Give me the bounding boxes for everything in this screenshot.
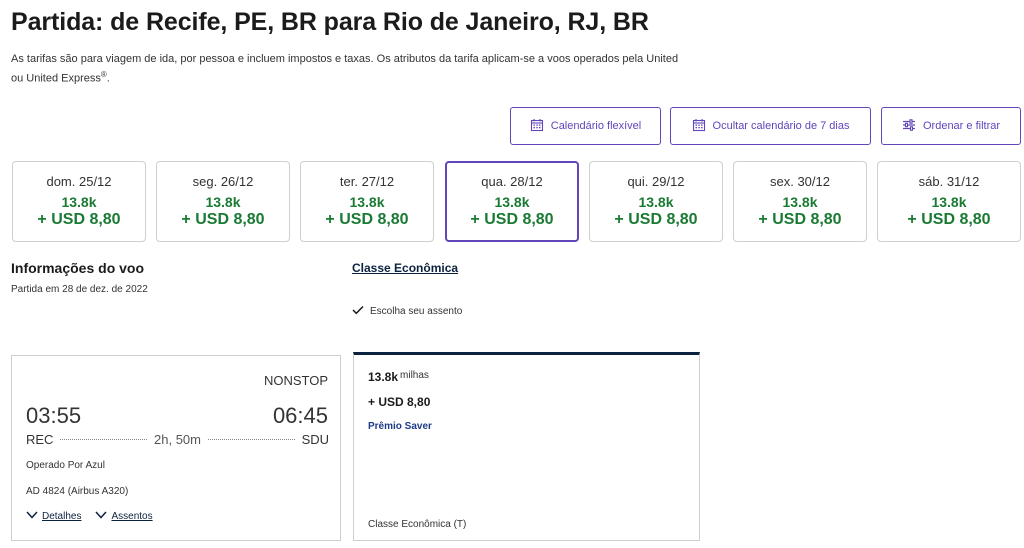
- hide-calendar-label: Ocultar calendário de 7 dias: [712, 120, 850, 132]
- sort-filter-label: Ordenar e filtrar: [922, 120, 1001, 132]
- departure-date-text: Partida em 28 de dez. de 2022: [11, 284, 148, 295]
- departure-time: 03:55: [26, 403, 82, 428]
- date-card-day: dom. 25/12: [46, 174, 112, 189]
- sort-filter-button[interactable]: Ordenar e filtrar: [881, 107, 1021, 145]
- fare-option-card[interactable]: 13.8k milhas + USD 8,80 Prêmio Saver Clas…: [353, 352, 700, 541]
- route-line: REC 2h, 50m SDU: [26, 432, 329, 447]
- date-card-dom-25-12[interactable]: dom. 25/12 13.8k + USD 8,80: [12, 161, 146, 242]
- date-card-day: qui. 29/12: [627, 174, 685, 189]
- date-card-price: + USD 8,80: [907, 211, 991, 228]
- date-card-day: seg. 26/12: [192, 174, 254, 189]
- origin-code: REC: [26, 432, 54, 447]
- fare-miles: 13.8k milhas: [368, 370, 429, 384]
- nonstop-label: NONSTOP: [263, 373, 328, 388]
- chevron-down-icon: [95, 511, 108, 522]
- date-card-sex-30-12[interactable]: sex. 30/12 13.8k + USD 8,80: [733, 161, 867, 242]
- registered-mark: ®: [100, 70, 107, 79]
- seats-link-label: Assentos: [111, 511, 153, 522]
- date-card-miles: 13.8k: [61, 194, 97, 210]
- fare-disclaimer: As tarifas são para viagem de ida, por p…: [11, 52, 691, 87]
- disclaimer-text: As tarifas são para viagem de ida, por p…: [11, 53, 679, 85]
- date-card-price: + USD 8,80: [614, 211, 698, 228]
- date-card-qua-28-12-selected[interactable]: qua. 28/12 13.8k + USD 8,80: [445, 161, 579, 242]
- operated-by: Operado Por Azul: [26, 460, 105, 471]
- cabin-class-link[interactable]: Classe Econômica: [352, 261, 459, 275]
- date-card-price: + USD 8,80: [325, 211, 409, 228]
- date-card-miles: 13.8k: [931, 194, 967, 210]
- date-card-miles: 13.8k: [494, 194, 530, 210]
- date-card-miles: 13.8k: [638, 194, 674, 210]
- date-card-day: ter. 27/12: [339, 174, 395, 189]
- destination-code: SDU: [301, 432, 330, 447]
- flight-info-title: Informações do voo: [11, 260, 145, 276]
- flex-calendar-label: Calendário flexível: [550, 120, 642, 132]
- date-card-seg-26-12[interactable]: seg. 26/12 13.8k + USD 8,80: [156, 161, 290, 242]
- calendar-icon: [692, 118, 706, 135]
- date-card-qui-29-12[interactable]: qui. 29/12 13.8k + USD 8,80: [589, 161, 723, 242]
- route-divider: [60, 439, 148, 440]
- fare-type: Prêmio Saver: [368, 421, 432, 432]
- flight-duration: 2h, 50m: [154, 432, 201, 447]
- date-card-miles: 13.8k: [782, 194, 818, 210]
- seat-choice-label: Escolha seu assento: [370, 306, 463, 317]
- hide-calendar-button[interactable]: Ocultar calendário de 7 dias: [670, 107, 871, 145]
- date-card-ter-27-12[interactable]: ter. 27/12 13.8k + USD 8,80: [300, 161, 434, 242]
- flight-number: AD 4824 (Airbus A320): [26, 486, 129, 497]
- flex-calendar-button[interactable]: Calendário flexível: [510, 107, 661, 145]
- fare-class: Classe Econômica (T): [368, 519, 467, 530]
- date-card-miles: 13.8k: [205, 194, 241, 210]
- calendar-icon: [530, 118, 544, 135]
- flight-links: Detalhes Assentos: [26, 511, 153, 522]
- fare-miles-value: 13.8k: [368, 370, 399, 384]
- chevron-down-icon: [26, 511, 38, 522]
- date-card-price: + USD 8,80: [758, 211, 842, 228]
- date-card-miles: 13.8k: [349, 194, 385, 210]
- date-card-sab-31-12[interactable]: sáb. 31/12 13.8k + USD 8,80: [877, 161, 1021, 242]
- route-divider: [208, 439, 295, 440]
- date-card-day: qua. 28/12: [481, 174, 543, 189]
- date-card-day: sáb. 31/12: [918, 174, 980, 189]
- details-link[interactable]: Detalhes: [26, 511, 81, 522]
- flight-card: NONSTOP 03:55 06:45 REC 2h, 50m SDU Oper…: [11, 355, 341, 541]
- disclaimer-end: .: [106, 72, 110, 85]
- details-link-label: Detalhes: [42, 511, 82, 522]
- date-card-price: + USD 8,80: [470, 211, 554, 228]
- arrival-time: 06:45: [272, 403, 328, 428]
- sliders-icon: [902, 118, 916, 135]
- seat-choice-feature: Escolha seu assento: [352, 305, 462, 318]
- checkmark-icon: [352, 305, 364, 318]
- date-card-price: + USD 8,80: [37, 211, 121, 228]
- seats-link[interactable]: Assentos: [95, 511, 153, 522]
- date-card-price: + USD 8,80: [181, 211, 265, 228]
- date-card-day: sex. 30/12: [770, 174, 830, 189]
- fare-miles-unit: milhas: [400, 370, 429, 381]
- page-title: Partida: de Recife, PE, BR para Rio de J…: [11, 8, 649, 36]
- fare-usd: + USD 8,80: [368, 395, 431, 409]
